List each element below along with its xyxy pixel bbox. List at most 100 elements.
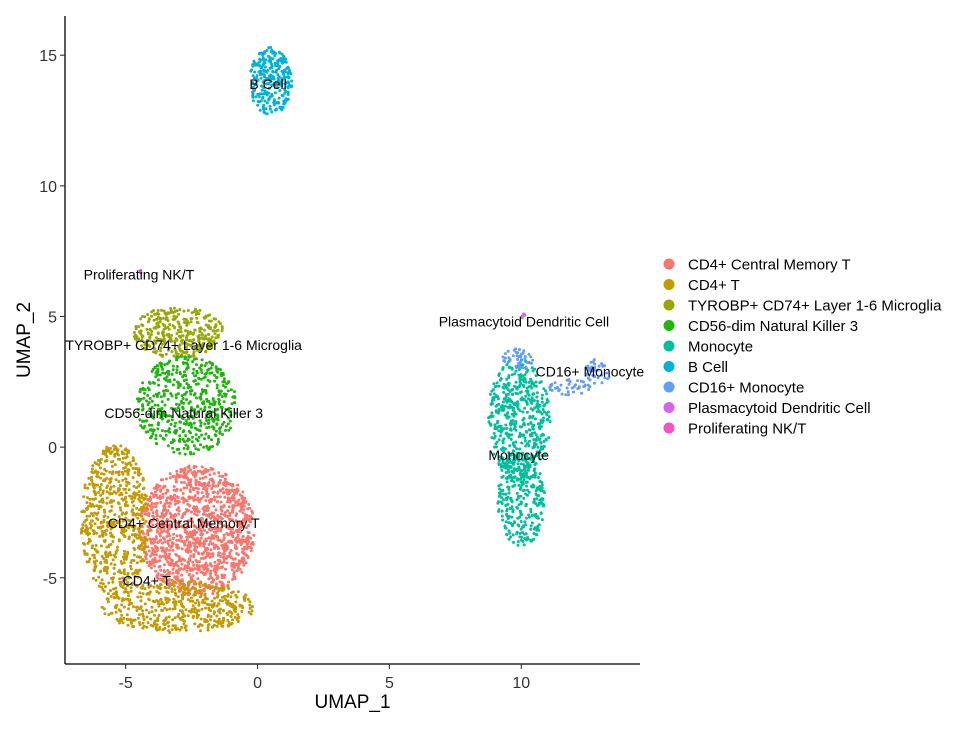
data-point (184, 628, 188, 632)
data-point (98, 535, 102, 538)
data-point (196, 439, 200, 443)
data-point (96, 518, 100, 521)
data-point (138, 555, 142, 559)
data-point (529, 524, 533, 528)
data-point (190, 471, 194, 475)
data-point (175, 534, 179, 538)
data-point (535, 528, 539, 532)
data-point (192, 488, 196, 492)
data-point (516, 358, 520, 361)
data-point (501, 489, 505, 492)
data-point (158, 626, 162, 629)
data-point (177, 509, 181, 513)
data-point (103, 612, 107, 616)
data-point (535, 391, 539, 395)
data-point (192, 421, 196, 425)
data-point (182, 317, 186, 321)
data-point (115, 451, 119, 455)
data-point (90, 512, 93, 515)
data-point (194, 589, 198, 593)
data-point (527, 385, 531, 389)
data-point (191, 574, 195, 578)
data-point (181, 597, 185, 601)
data-point (198, 595, 202, 599)
data-point (234, 607, 238, 611)
data-point (510, 412, 514, 416)
data-point (222, 490, 226, 494)
data-point (241, 511, 245, 515)
data-point (101, 452, 105, 455)
data-point (509, 423, 513, 427)
data-point (122, 555, 126, 559)
data-point (583, 383, 587, 387)
data-point (509, 479, 513, 483)
data-point (173, 430, 176, 434)
data-point (152, 493, 156, 497)
data-point (170, 350, 174, 354)
data-point (152, 428, 156, 432)
data-point (216, 529, 220, 532)
data-point (141, 517, 145, 521)
data-point (150, 330, 154, 333)
data-point (539, 434, 543, 438)
data-point (195, 567, 199, 571)
data-point (178, 451, 182, 455)
data-point (218, 515, 222, 519)
data-point (91, 467, 94, 471)
data-point (206, 514, 210, 518)
data-point (210, 438, 213, 442)
data-point (262, 103, 266, 107)
legend-key (663, 381, 675, 393)
data-point (192, 338, 196, 342)
data-point (206, 554, 209, 558)
data-point (144, 507, 148, 510)
data-point (181, 375, 185, 379)
data-point (88, 514, 91, 518)
data-point (155, 483, 159, 487)
data-point (217, 397, 221, 401)
data-point (170, 394, 174, 398)
data-point (143, 391, 146, 395)
data-point (213, 560, 217, 564)
data-point (193, 346, 197, 350)
data-point (500, 475, 504, 479)
data-point (131, 533, 134, 537)
data-point (232, 493, 236, 497)
data-point (203, 582, 207, 586)
data-point (207, 343, 211, 347)
data-point (224, 428, 227, 432)
data-point (171, 324, 175, 328)
data-point (499, 377, 503, 380)
data-point (511, 442, 515, 446)
data-point (487, 420, 491, 424)
data-point (186, 445, 190, 449)
data-point (131, 518, 135, 522)
data-point (192, 354, 196, 358)
data-point (207, 448, 211, 452)
data-point (87, 476, 91, 480)
data-point (229, 622, 233, 626)
data-point (120, 452, 124, 456)
data-point (139, 559, 143, 563)
data-point (181, 615, 185, 619)
data-point (231, 527, 234, 531)
data-point (204, 606, 207, 610)
data-point (539, 425, 543, 428)
data-point (193, 537, 196, 541)
y-tick-label: 0 (48, 440, 57, 457)
data-point (507, 436, 511, 439)
data-point (115, 617, 119, 621)
data-point (92, 560, 96, 564)
data-point (516, 405, 519, 408)
data-point (96, 550, 100, 554)
data-point (175, 365, 179, 368)
data-point (227, 624, 230, 628)
data-point (212, 589, 216, 593)
data-point (129, 586, 133, 590)
data-point (87, 538, 91, 542)
data-point (161, 478, 164, 482)
data-point (209, 548, 213, 552)
data-point (208, 555, 212, 559)
data-point (170, 372, 174, 376)
data-point (154, 535, 158, 539)
